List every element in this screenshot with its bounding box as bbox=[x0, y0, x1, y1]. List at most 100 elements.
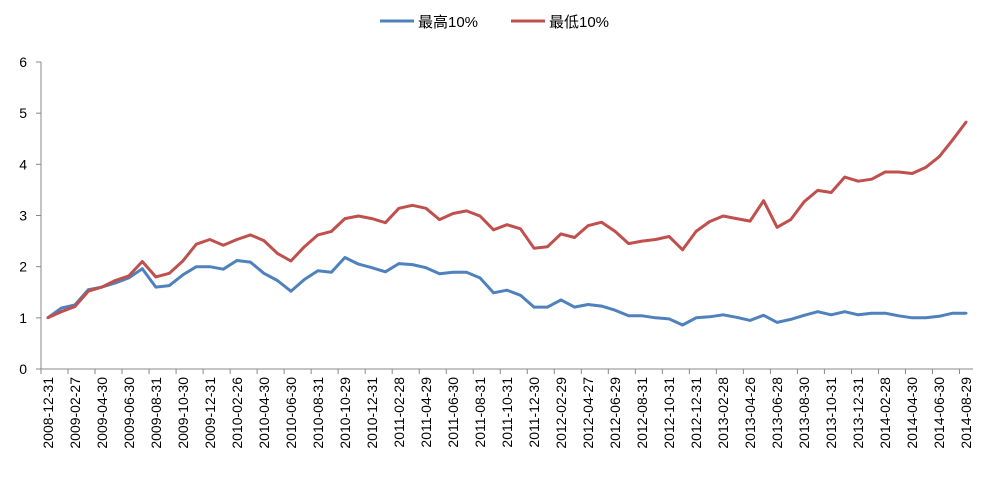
x-tick-label: 2014-02-28 bbox=[877, 377, 893, 449]
data-point-series-2 bbox=[492, 228, 495, 232]
x-tick-label: 2009-08-31 bbox=[148, 377, 164, 449]
data-point-series-1 bbox=[816, 310, 819, 314]
data-point-series-1 bbox=[843, 310, 846, 314]
plot-lines bbox=[46, 120, 968, 327]
data-point-series-1 bbox=[262, 272, 266, 275]
data-point-series-2 bbox=[465, 209, 468, 213]
data-point-series-2 bbox=[964, 120, 968, 124]
y-tick-label: 4 bbox=[19, 156, 27, 172]
data-point-series-1 bbox=[910, 316, 914, 320]
data-point-series-2 bbox=[708, 220, 711, 223]
data-point-series-2 bbox=[762, 199, 765, 202]
data-point-series-1 bbox=[222, 267, 225, 271]
data-point-series-1 bbox=[654, 316, 657, 320]
x-tick-label: 2010-06-30 bbox=[283, 377, 299, 449]
data-point-series-1 bbox=[748, 319, 752, 322]
data-point-series-1 bbox=[802, 314, 806, 317]
data-point-series-2 bbox=[370, 217, 374, 220]
data-point-series-2 bbox=[127, 274, 131, 278]
data-point-series-1 bbox=[438, 272, 441, 276]
data-point-series-2 bbox=[60, 310, 63, 314]
data-point-series-2 bbox=[289, 259, 293, 263]
data-point-series-2 bbox=[73, 305, 77, 308]
data-point-series-2 bbox=[546, 245, 549, 248]
data-point-series-2 bbox=[168, 272, 171, 275]
x-axis: 2008-12-31 2009-02-27 2009-04-30 2009-06-30… bbox=[40, 368, 974, 449]
x-tick-label: 2014-06-30 bbox=[931, 377, 947, 449]
data-point-series-2 bbox=[802, 200, 806, 203]
x-tick-label: 2009-12-31 bbox=[202, 377, 218, 449]
x-tick-label: 2010-02-26 bbox=[229, 377, 245, 449]
data-point-series-2 bbox=[100, 285, 104, 289]
x-tick-label: 2014-04-30 bbox=[904, 377, 920, 449]
data-point-series-1 bbox=[303, 278, 306, 281]
x-tick-label: 2010-10-29 bbox=[337, 377, 353, 449]
data-point-series-1 bbox=[384, 270, 387, 274]
y-tick-label: 0 bbox=[19, 361, 27, 377]
data-point-series-2 bbox=[330, 230, 333, 233]
data-point-series-1 bbox=[289, 289, 293, 293]
y-tick-label: 3 bbox=[19, 208, 27, 224]
data-point-series-2 bbox=[276, 252, 279, 255]
data-point-series-1 bbox=[937, 315, 941, 318]
data-point-series-2 bbox=[937, 155, 941, 158]
data-point-series-1 bbox=[195, 265, 198, 269]
data-point-series-2 bbox=[600, 220, 603, 224]
data-point-series-2 bbox=[505, 223, 509, 226]
data-point-series-2 bbox=[357, 214, 360, 218]
data-point-series-1 bbox=[141, 267, 144, 271]
data-point-series-2 bbox=[721, 214, 725, 218]
data-point-series-2 bbox=[411, 204, 414, 207]
data-point-series-1 bbox=[316, 269, 320, 273]
legend-label-series-1: 最高10% bbox=[418, 14, 478, 31]
data-point-series-2 bbox=[478, 214, 482, 218]
x-tick-label: 2011-10-31 bbox=[499, 377, 515, 448]
data-point-series-2 bbox=[843, 175, 846, 179]
data-point-series-1 bbox=[478, 276, 482, 280]
x-tick-label: 2012-10-31 bbox=[661, 377, 677, 449]
data-point-series-1 bbox=[370, 266, 374, 270]
x-tick-label: 2013-06-28 bbox=[769, 377, 785, 449]
data-point-series-2 bbox=[910, 172, 914, 175]
data-point-series-1 bbox=[451, 271, 455, 274]
data-point-series-1 bbox=[856, 313, 860, 317]
data-point-series-2 bbox=[573, 236, 576, 239]
x-tick-label: 2009-02-27 bbox=[67, 377, 83, 449]
data-point-series-2 bbox=[114, 279, 117, 282]
data-point-series-1 bbox=[600, 304, 603, 308]
y-axis: 0 1 2 3 4 5 6 bbox=[19, 54, 42, 377]
data-point-series-1 bbox=[708, 315, 711, 319]
data-point-series-2 bbox=[249, 233, 252, 237]
data-point-series-2 bbox=[222, 243, 225, 247]
data-point-series-2 bbox=[613, 230, 617, 233]
data-point-series-1 bbox=[613, 308, 617, 312]
data-point-series-1 bbox=[694, 316, 698, 320]
data-point-series-1 bbox=[249, 260, 252, 264]
data-point-series-2 bbox=[870, 177, 873, 181]
data-point-series-2 bbox=[343, 217, 347, 220]
data-point-series-2 bbox=[181, 259, 185, 263]
data-point-series-1 bbox=[870, 311, 873, 315]
x-tick-label: 2013-02-28 bbox=[715, 377, 731, 449]
data-point-series-1 bbox=[897, 314, 900, 318]
data-point-series-2 bbox=[897, 170, 900, 174]
data-point-series-2 bbox=[195, 242, 198, 246]
data-point-series-2 bbox=[141, 260, 144, 263]
data-point-series-2 bbox=[654, 238, 657, 241]
data-point-series-2 bbox=[883, 170, 887, 174]
data-point-series-1 bbox=[681, 323, 684, 327]
data-point-series-2 bbox=[532, 246, 536, 250]
x-tick-label: 2012-04-27 bbox=[580, 377, 596, 449]
data-point-series-1 bbox=[276, 279, 279, 282]
x-tick-label: 2012-02-29 bbox=[553, 377, 569, 449]
data-point-series-1 bbox=[775, 321, 779, 324]
data-point-series-2 bbox=[451, 212, 455, 215]
data-point-series-2 bbox=[397, 207, 401, 210]
x-tick-label: 2009-04-30 bbox=[94, 377, 110, 449]
data-point-series-2 bbox=[235, 238, 239, 241]
data-point-series-2 bbox=[951, 138, 954, 142]
data-point-series-2 bbox=[924, 166, 927, 169]
data-point-series-1 bbox=[640, 314, 644, 318]
data-point-series-1 bbox=[60, 306, 63, 310]
